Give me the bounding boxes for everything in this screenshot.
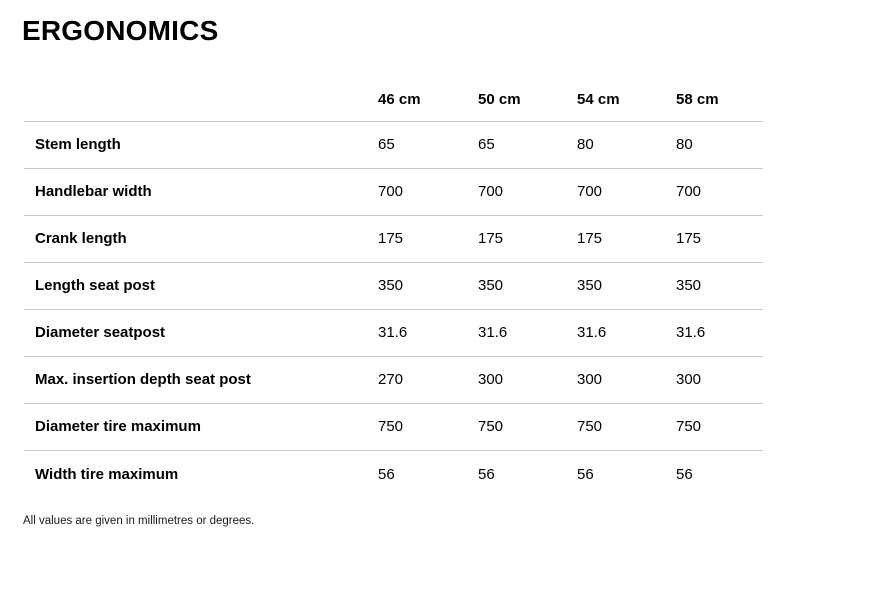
- row-value: 56: [478, 465, 495, 483]
- row-value: 350: [676, 277, 702, 294]
- row-label: Stem length: [35, 136, 121, 153]
- row-label: Diameter seatpost: [35, 324, 166, 341]
- row-value: 175: [478, 230, 504, 247]
- column-header-46cm: 46 cm: [378, 90, 421, 108]
- table-row: Length seat post 350 350 350 350: [24, 263, 763, 310]
- row-value: 56: [378, 465, 395, 483]
- row-value: 175: [577, 230, 603, 247]
- footnote: All values are given in millimetres or d…: [23, 515, 255, 527]
- row-value: 750: [676, 418, 702, 435]
- row-value: 700: [478, 183, 504, 200]
- row-value: 175: [676, 230, 702, 247]
- row-value: 65: [378, 136, 395, 153]
- row-value: 300: [577, 371, 603, 388]
- row-value: 31.6: [378, 324, 408, 341]
- column-header-58cm: 58 cm: [676, 90, 719, 108]
- row-label: Handlebar width: [35, 183, 152, 200]
- row-value: 65: [478, 136, 495, 153]
- ergonomics-table: 46 cm 50 cm 54 cm 58 cm Stem length 65 6…: [24, 78, 763, 498]
- row-value: 80: [676, 136, 693, 153]
- row-value: 300: [676, 371, 702, 388]
- row-value: 31.6: [676, 324, 706, 341]
- row-value: 350: [378, 277, 404, 294]
- table-header-row: 46 cm 50 cm 54 cm 58 cm: [24, 78, 763, 122]
- table-row: Diameter seatpost 31.6 31.6 31.6 31.6: [24, 310, 763, 357]
- table-row: Crank length 175 175 175 175: [24, 216, 763, 263]
- row-label: Width tire maximum: [35, 465, 179, 483]
- table-row: Max. insertion depth seat post 270 300 3…: [24, 357, 763, 404]
- table-row: Width tire maximum 56 56 56 56: [24, 451, 763, 498]
- table-row: Diameter tire maximum 750 750 750 750: [24, 404, 763, 451]
- row-label: Crank length: [35, 230, 127, 247]
- row-value: 175: [378, 230, 404, 247]
- row-value: 750: [577, 418, 603, 435]
- row-label: Max. insertion depth seat post: [35, 371, 251, 388]
- row-value: 750: [378, 418, 404, 435]
- row-value: 56: [676, 465, 693, 483]
- page-title: ERGONOMICS: [22, 15, 219, 46]
- row-value: 270: [378, 371, 404, 388]
- table-row: Handlebar width 700 700 700 700: [24, 169, 763, 216]
- row-value: 350: [577, 277, 603, 294]
- column-header-54cm: 54 cm: [577, 90, 620, 108]
- row-label: Diameter tire maximum: [35, 418, 201, 435]
- column-header-50cm: 50 cm: [478, 90, 521, 108]
- ergonomics-page: ERGONOMICS 46 cm 50 cm 54 cm 58 cm Stem …: [0, 14, 869, 600]
- row-label: Length seat post: [35, 277, 156, 294]
- row-value: 350: [478, 277, 504, 294]
- row-value: 80: [577, 136, 594, 153]
- row-value: 750: [478, 418, 504, 435]
- row-value: 56: [577, 465, 594, 483]
- row-value: 300: [478, 371, 504, 388]
- row-value: 700: [676, 183, 702, 200]
- table-body: Stem length 65 65 80 80 Handlebar width …: [24, 122, 763, 498]
- row-value: 700: [378, 183, 404, 200]
- row-value: 31.6: [478, 324, 508, 341]
- row-value: 31.6: [577, 324, 607, 341]
- table-row: Stem length 65 65 80 80: [24, 122, 763, 169]
- row-value: 700: [577, 183, 603, 200]
